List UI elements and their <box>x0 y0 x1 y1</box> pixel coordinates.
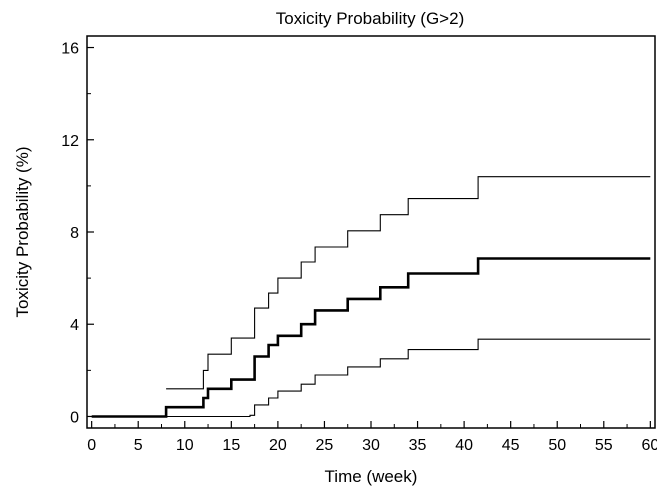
x-tick-label: 10 <box>176 437 194 454</box>
y-tick-label: 0 <box>70 409 79 426</box>
y-tick-label: 16 <box>61 41 79 58</box>
y-axis-label: Toxicity Probability (%) <box>13 147 32 318</box>
series-upper-bound-line <box>166 176 651 390</box>
x-tick-label: 5 <box>134 437 143 454</box>
series-lower-bound-line <box>166 338 651 418</box>
y-axis: 0 4 8 12 16 <box>61 41 94 426</box>
chart-title: Toxicity Probability (G>2) <box>276 9 464 28</box>
y-tick-label: 12 <box>61 133 79 150</box>
x-tick-label: 45 <box>502 437 520 454</box>
x-axis: 0 5 10 15 20 25 30 35 40 45 50 55 60 <box>87 421 657 454</box>
y-tick-label: 4 <box>70 317 79 334</box>
y-tick-label: 8 <box>70 225 79 242</box>
x-tick-label: 60 <box>641 437 657 454</box>
x-tick-label: 30 <box>362 437 380 454</box>
x-axis-label: Time (week) <box>325 467 418 486</box>
series-estimate-line <box>91 257 651 418</box>
x-tick-label: 20 <box>269 437 287 454</box>
x-tick-label: 25 <box>316 437 334 454</box>
x-tick-label: 55 <box>595 437 613 454</box>
series-group <box>91 176 651 418</box>
x-tick-label: 50 <box>548 437 566 454</box>
x-tick-label: 0 <box>87 437 96 454</box>
plot-frame <box>86 35 656 429</box>
x-tick-label: 15 <box>222 437 240 454</box>
x-tick-label: 40 <box>455 437 473 454</box>
x-tick-label: 35 <box>409 437 427 454</box>
